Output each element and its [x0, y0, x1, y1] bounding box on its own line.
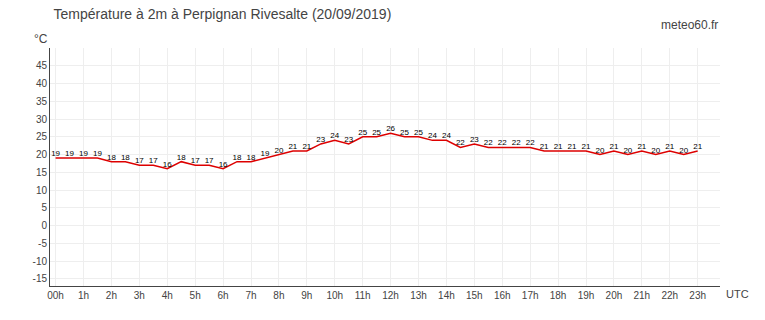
- svg-text:25: 25: [372, 128, 381, 137]
- svg-text:19: 19: [79, 149, 88, 158]
- svg-text:13h: 13h: [410, 290, 427, 301]
- svg-text:21: 21: [554, 142, 563, 151]
- svg-text:17h: 17h: [522, 290, 539, 301]
- svg-text:15h: 15h: [466, 290, 483, 301]
- svg-text:25: 25: [400, 128, 409, 137]
- svg-text:12h: 12h: [382, 290, 399, 301]
- svg-text:21h: 21h: [633, 290, 650, 301]
- svg-text:22: 22: [512, 138, 521, 147]
- svg-text:21: 21: [665, 142, 674, 151]
- svg-text:11h: 11h: [355, 290, 371, 301]
- svg-text:18: 18: [233, 153, 242, 162]
- svg-text:17: 17: [191, 156, 200, 165]
- svg-text:18h: 18h: [550, 290, 567, 301]
- svg-text:18: 18: [177, 153, 186, 162]
- svg-text:21: 21: [637, 142, 646, 151]
- svg-text:10: 10: [36, 185, 48, 196]
- svg-text:18: 18: [121, 153, 130, 162]
- svg-text:4h: 4h: [162, 290, 173, 301]
- svg-text:21: 21: [693, 142, 702, 151]
- svg-text:16: 16: [219, 160, 228, 169]
- svg-text:9h: 9h: [301, 290, 312, 301]
- svg-text:17: 17: [135, 156, 144, 165]
- svg-text:6h: 6h: [218, 290, 229, 301]
- svg-text:24: 24: [442, 131, 451, 140]
- svg-text:meteo60.fr: meteo60.fr: [661, 18, 718, 32]
- svg-text:20: 20: [651, 146, 660, 155]
- svg-text:25: 25: [36, 131, 48, 142]
- svg-text:26: 26: [386, 124, 395, 133]
- svg-text:Température à 2m à Perpignan R: Température à 2m à Perpignan Rivesalte (…: [54, 6, 392, 22]
- svg-text:0: 0: [41, 220, 47, 231]
- svg-text:21: 21: [540, 142, 549, 151]
- svg-text:14h: 14h: [438, 290, 455, 301]
- svg-text:23: 23: [344, 135, 353, 144]
- svg-text:19h: 19h: [578, 290, 595, 301]
- svg-text:-10: -10: [33, 256, 48, 267]
- svg-text:23: 23: [470, 135, 479, 144]
- svg-text:30: 30: [36, 114, 48, 125]
- svg-text:20: 20: [596, 146, 605, 155]
- svg-text:1h: 1h: [78, 290, 89, 301]
- svg-text:23h: 23h: [689, 290, 706, 301]
- svg-text:20h: 20h: [606, 290, 623, 301]
- svg-text:22: 22: [484, 138, 493, 147]
- svg-text:19: 19: [261, 149, 270, 158]
- svg-text:16: 16: [163, 160, 172, 169]
- svg-text:8h: 8h: [273, 290, 284, 301]
- svg-text:21: 21: [582, 142, 591, 151]
- svg-text:10h: 10h: [326, 290, 343, 301]
- svg-text:19: 19: [51, 149, 60, 158]
- svg-text:3h: 3h: [134, 290, 145, 301]
- svg-text:40: 40: [36, 78, 48, 89]
- svg-text:22: 22: [456, 138, 465, 147]
- svg-text:20: 20: [623, 146, 632, 155]
- svg-text:16h: 16h: [494, 290, 511, 301]
- svg-text:20: 20: [274, 146, 283, 155]
- svg-text:22: 22: [498, 138, 507, 147]
- svg-text:20: 20: [679, 146, 688, 155]
- svg-text:18: 18: [247, 153, 256, 162]
- svg-text:45: 45: [36, 60, 48, 71]
- svg-text:18: 18: [107, 153, 116, 162]
- svg-text:24: 24: [330, 131, 339, 140]
- svg-text:20: 20: [36, 149, 48, 160]
- svg-text:21: 21: [568, 142, 577, 151]
- svg-text:00h: 00h: [47, 290, 64, 301]
- svg-text:22: 22: [526, 138, 535, 147]
- svg-text:19: 19: [65, 149, 74, 158]
- svg-text:17: 17: [205, 156, 214, 165]
- svg-text:7h: 7h: [245, 290, 256, 301]
- svg-text:2h: 2h: [106, 290, 117, 301]
- svg-text:UTC: UTC: [726, 288, 749, 300]
- svg-text:19: 19: [93, 149, 102, 158]
- svg-text:17: 17: [149, 156, 158, 165]
- svg-text:5: 5: [41, 202, 47, 213]
- svg-text:35: 35: [36, 96, 48, 107]
- svg-text:25: 25: [358, 128, 367, 137]
- svg-text:-5: -5: [38, 238, 47, 249]
- svg-text:22h: 22h: [661, 290, 678, 301]
- svg-text:23: 23: [316, 135, 325, 144]
- svg-text:21: 21: [302, 142, 311, 151]
- svg-text:°C: °C: [34, 32, 48, 46]
- svg-text:15: 15: [36, 167, 48, 178]
- svg-text:-15: -15: [33, 273, 48, 284]
- svg-text:21: 21: [609, 142, 618, 151]
- svg-text:21: 21: [288, 142, 297, 151]
- svg-text:5h: 5h: [190, 290, 201, 301]
- svg-text:24: 24: [428, 131, 437, 140]
- svg-text:25: 25: [414, 128, 423, 137]
